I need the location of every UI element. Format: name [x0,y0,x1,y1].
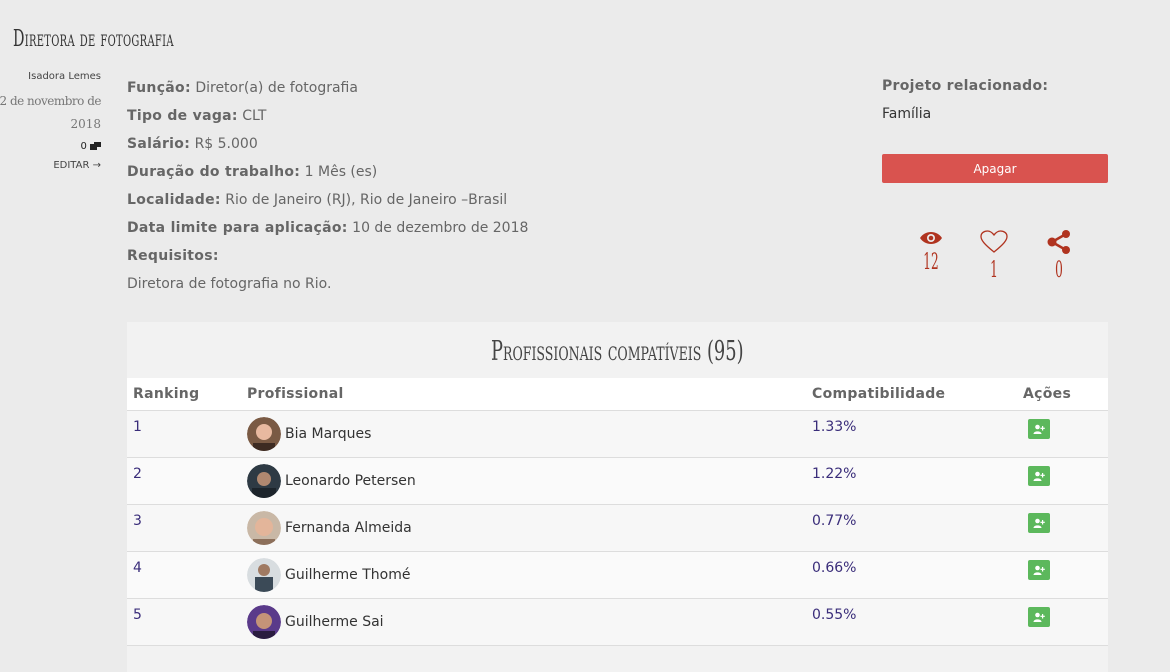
field-funcao: Função: Diretor(a) de fotografia [127,78,528,106]
rank-cell: 4 [127,551,241,599]
matches-title-text: Profissionais compatíveis (95) [491,336,744,367]
field-value: Diretor(a) de fotografia [195,80,358,96]
comment-count[interactable]: 0 [80,141,101,152]
job-details: Função: Diretor(a) de fotografia Tipo de… [127,78,528,302]
avatar[interactable] [247,558,281,592]
actions-cell [1017,457,1108,505]
compat-cell: 1.33% [806,410,1017,458]
project-label: Projeto relacionado: [882,78,1049,94]
table-row: 4 Guilherme Thomé 0.66% [127,551,1108,599]
post-date: 22 de novembro de [0,94,101,108]
rank-cell: 5 [127,598,241,646]
compat-cell: 0.77% [806,504,1017,552]
add-user-button[interactable] [1028,419,1050,439]
field-salario: Salário: R$ 5.000 [127,134,528,162]
field-label: Data limite para aplicação: [127,220,348,236]
compat-cell: 0.55% [806,598,1017,646]
table-header: Ranking Profissional Compatibilidade Açõ… [127,378,1108,411]
professional-cell: Guilherme Sai [241,598,806,646]
field-label: Tipo de vaga: [127,108,238,124]
edit-link[interactable]: EDITAR → [53,160,101,171]
table-row: 5 Guilherme Sai 0.55% [127,598,1108,646]
actions-cell [1017,504,1108,552]
table-row: 1 Bia Marques 1.33% [127,410,1108,458]
comment-icon [90,142,101,150]
avatar[interactable] [247,605,281,639]
add-user-button[interactable] [1028,466,1050,486]
rank-cell: 3 [127,504,241,552]
professional-cell: Guilherme Thomé [241,551,806,599]
add-user-button[interactable] [1028,607,1050,627]
matches-table: Ranking Profissional Compatibilidade Açõ… [127,378,1108,646]
professional-cell: Leonardo Petersen [241,457,806,505]
field-tipo-vaga: Tipo de vaga: CLT [127,106,528,134]
avatar[interactable] [247,511,281,545]
delete-button[interactable]: Apagar [882,154,1108,183]
author-name[interactable]: Isadora Lemes [28,71,101,82]
requirements-text: Diretora de fotografia no Rio. [127,276,332,292]
page-title: Diretora de fotografia [13,26,174,52]
avatar[interactable] [247,417,281,451]
field-duracao: Duração do trabalho: 1 Mês (es) [127,162,528,190]
field-value: CLT [242,108,267,124]
field-value: Rio de Janeiro (RJ), Rio de Janeiro –Bra… [225,192,508,208]
project-link[interactable]: Família [882,106,932,122]
add-user-icon [1033,565,1045,575]
matches-title: Profissionais compatíveis (95) [127,336,1108,367]
eye-icon [920,232,942,244]
add-user-button[interactable] [1028,560,1050,580]
add-user-icon [1033,471,1045,481]
actions-cell [1017,410,1108,458]
col-acoes: Ações [1017,378,1108,411]
add-user-icon [1033,612,1045,622]
comment-count-value: 0 [80,141,87,152]
add-user-button[interactable] [1028,513,1050,533]
actions-cell [1017,551,1108,599]
views-stat: 12 [911,230,951,274]
likes-count: 1 [990,258,998,283]
field-value: R$ 5.000 [194,136,258,152]
compat-cell: 0.66% [806,551,1017,599]
table-row: 2 Leonardo Petersen 1.22% [127,457,1108,505]
field-data-limite: Data limite para aplicação: 10 de dezemb… [127,218,528,246]
professional-name[interactable]: Leonardo Petersen [285,473,416,489]
add-user-icon [1033,518,1045,528]
field-label: Localidade: [127,192,221,208]
professional-name[interactable]: Guilherme Sai [285,614,384,630]
field-value: 1 Mês (es) [304,164,378,180]
compat-cell: 1.22% [806,457,1017,505]
rank-cell: 2 [127,457,241,505]
col-compatibilidade: Compatibilidade [806,378,1017,411]
field-label: Duração do trabalho: [127,164,301,180]
post-date-year: 2018 [70,117,101,131]
field-label: Função: [127,80,191,96]
professional-name[interactable]: Bia Marques [285,426,372,442]
rank-cell: 1 [127,410,241,458]
professional-cell: Bia Marques [241,410,806,458]
professional-cell: Fernanda Almeida [241,504,806,552]
actions-cell [1017,598,1108,646]
shares-stat[interactable]: 0 [1039,230,1079,282]
share-icon [1047,230,1070,254]
field-label: Salário: [127,136,191,152]
field-value: 10 de dezembro de 2018 [352,220,529,236]
views-count: 12 [923,250,939,275]
shares-count: 0 [1055,258,1063,283]
field-label: Requisitos: [127,248,219,264]
requirements-label: Requisitos: [127,246,528,274]
table-row: 3 Fernanda Almeida 0.77% [127,504,1108,552]
field-localidade: Localidade: Rio de Janeiro (RJ), Rio de … [127,190,528,218]
professional-name[interactable]: Fernanda Almeida [285,520,412,536]
avatar[interactable] [247,464,281,498]
col-profissional: Profissional [241,378,806,411]
likes-stat[interactable]: 1 [974,230,1014,282]
add-user-icon [1033,424,1045,434]
col-ranking: Ranking [127,378,241,411]
matches-panel: Profissionais compatíveis (95) Ranking P… [127,322,1108,672]
heart-icon [980,230,1008,253]
professional-name[interactable]: Guilherme Thomé [285,567,411,583]
